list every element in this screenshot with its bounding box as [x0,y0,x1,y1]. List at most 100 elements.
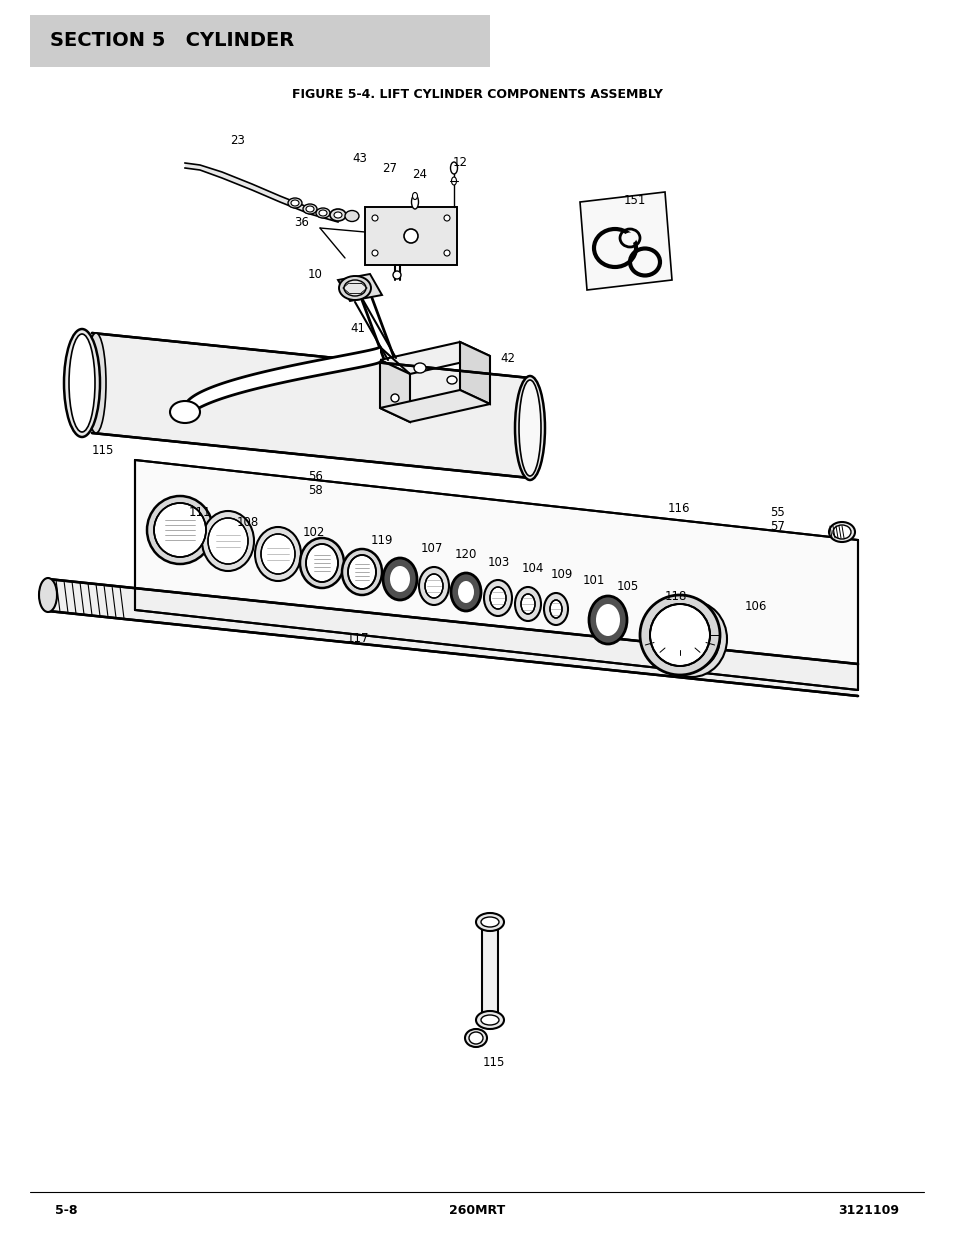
Ellipse shape [483,580,512,616]
Text: 116: 116 [667,501,690,515]
Text: 102: 102 [302,526,325,538]
Ellipse shape [443,249,450,256]
Text: 111: 111 [189,505,211,519]
Ellipse shape [635,253,655,270]
Ellipse shape [649,604,709,666]
Ellipse shape [457,580,474,603]
Ellipse shape [318,210,327,216]
Ellipse shape [69,333,95,432]
Text: 36: 36 [294,215,309,228]
Ellipse shape [588,597,626,643]
Text: 58: 58 [309,483,323,496]
Ellipse shape [202,511,253,571]
Ellipse shape [418,567,449,605]
Polygon shape [91,333,530,478]
Ellipse shape [832,525,850,538]
Ellipse shape [254,527,301,580]
Ellipse shape [543,593,567,625]
Ellipse shape [291,200,298,206]
Ellipse shape [372,215,377,221]
Ellipse shape [639,595,720,676]
Ellipse shape [447,375,456,384]
Ellipse shape [208,517,248,564]
Ellipse shape [153,503,206,557]
Ellipse shape [288,198,302,207]
Polygon shape [379,342,490,374]
Text: 120: 120 [455,548,476,562]
Ellipse shape [663,608,720,671]
Text: 23: 23 [231,133,245,147]
Text: 5-8: 5-8 [55,1203,77,1216]
Text: 107: 107 [420,541,443,555]
Ellipse shape [414,363,426,373]
Ellipse shape [464,1029,486,1047]
Polygon shape [579,191,671,290]
Text: 106: 106 [744,599,766,613]
Text: 115: 115 [91,443,114,457]
Ellipse shape [515,587,540,621]
Ellipse shape [64,329,100,437]
Ellipse shape [443,215,450,221]
Ellipse shape [411,195,418,209]
Ellipse shape [476,913,503,931]
Ellipse shape [315,207,330,219]
Text: 119: 119 [371,534,393,547]
Ellipse shape [334,212,341,219]
Text: 56: 56 [308,469,323,483]
Ellipse shape [372,249,377,256]
Polygon shape [185,163,337,222]
Ellipse shape [520,594,535,614]
Text: 103: 103 [487,556,510,568]
Text: 3121109: 3121109 [837,1203,898,1216]
Ellipse shape [480,1015,498,1025]
Ellipse shape [341,550,381,595]
Polygon shape [48,579,857,697]
Ellipse shape [393,270,400,279]
Ellipse shape [451,573,480,611]
Text: 27: 27 [382,162,397,174]
Ellipse shape [424,574,442,598]
Polygon shape [481,923,497,1020]
Ellipse shape [469,1032,482,1044]
Ellipse shape [550,600,561,618]
Ellipse shape [490,587,505,609]
Ellipse shape [515,375,544,480]
Polygon shape [135,459,857,690]
Ellipse shape [390,566,410,592]
Polygon shape [379,390,490,422]
Ellipse shape [391,394,398,403]
Text: SECTION 5   CYLINDER: SECTION 5 CYLINDER [50,32,294,51]
Text: 10: 10 [307,268,322,282]
Ellipse shape [596,604,619,636]
Text: FIGURE 5-4. LIFT CYLINDER COMPONENTS ASSEMBLY: FIGURE 5-4. LIFT CYLINDER COMPONENTS ASS… [292,89,661,101]
Ellipse shape [170,401,200,424]
Text: 24: 24 [412,168,427,182]
Text: 55: 55 [769,505,784,519]
Ellipse shape [451,177,456,185]
Polygon shape [459,342,490,404]
Ellipse shape [828,522,854,542]
Text: 115: 115 [482,1056,505,1068]
Text: 260MRT: 260MRT [449,1203,504,1216]
Bar [30,15,490,67]
Ellipse shape [348,555,375,589]
Ellipse shape [450,162,457,174]
Polygon shape [337,274,381,301]
Ellipse shape [86,333,106,433]
Ellipse shape [330,209,346,221]
Ellipse shape [476,1011,503,1029]
Ellipse shape [599,235,629,262]
Ellipse shape [306,206,314,212]
Text: 43: 43 [353,152,367,164]
Ellipse shape [299,538,344,588]
Ellipse shape [303,204,316,214]
Ellipse shape [39,578,57,613]
Text: 117: 117 [346,631,369,645]
Ellipse shape [261,534,294,574]
Polygon shape [365,207,456,266]
Text: 151: 151 [623,194,646,206]
Text: 118: 118 [664,589,686,603]
Text: 12: 12 [452,157,467,169]
Ellipse shape [623,232,636,243]
Text: 57: 57 [769,520,784,532]
